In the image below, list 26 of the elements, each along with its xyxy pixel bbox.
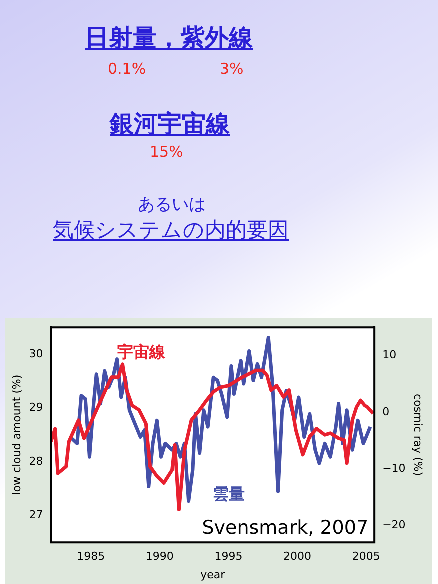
text: 気候システムの内的要因 — [53, 217, 289, 244]
y2-tick-label: 10 — [382, 348, 397, 362]
series-label: 雲量 — [213, 484, 246, 504]
y-tick-label: 29 — [29, 401, 44, 414]
y2-tick-label: 0 — [382, 405, 390, 418]
x-tick-label: 1990 — [146, 550, 174, 564]
y-tick-label: 30 — [29, 347, 44, 360]
y-axis-title: low cloud amount (%) — [10, 374, 24, 496]
y2-axis-title: cosmic ray (%) — [412, 394, 425, 476]
x-tick-label: 1995 — [214, 550, 243, 564]
x-tick-label: 2005 — [352, 550, 380, 564]
x-axis-title: year — [200, 568, 226, 582]
text: 0.1% — [108, 60, 146, 78]
x-tick-label: 1985 — [77, 550, 106, 564]
text: 日射量，紫外線 — [85, 23, 253, 54]
text: 銀河宇宙線 — [110, 109, 230, 140]
y2-tick-label: −20 — [382, 518, 406, 532]
y-tick-label: 28 — [29, 454, 44, 468]
y-tick-label: 27 — [29, 508, 44, 522]
series-label: 宇宙線 — [118, 342, 167, 362]
text: 15% — [150, 143, 184, 161]
text: あるいは — [138, 194, 206, 216]
text: 3% — [220, 60, 244, 78]
annotation: Svensmark, 2007 — [202, 517, 369, 540]
x-tick-label: 2000 — [284, 550, 312, 564]
y2-tick-label: −10 — [382, 462, 406, 475]
